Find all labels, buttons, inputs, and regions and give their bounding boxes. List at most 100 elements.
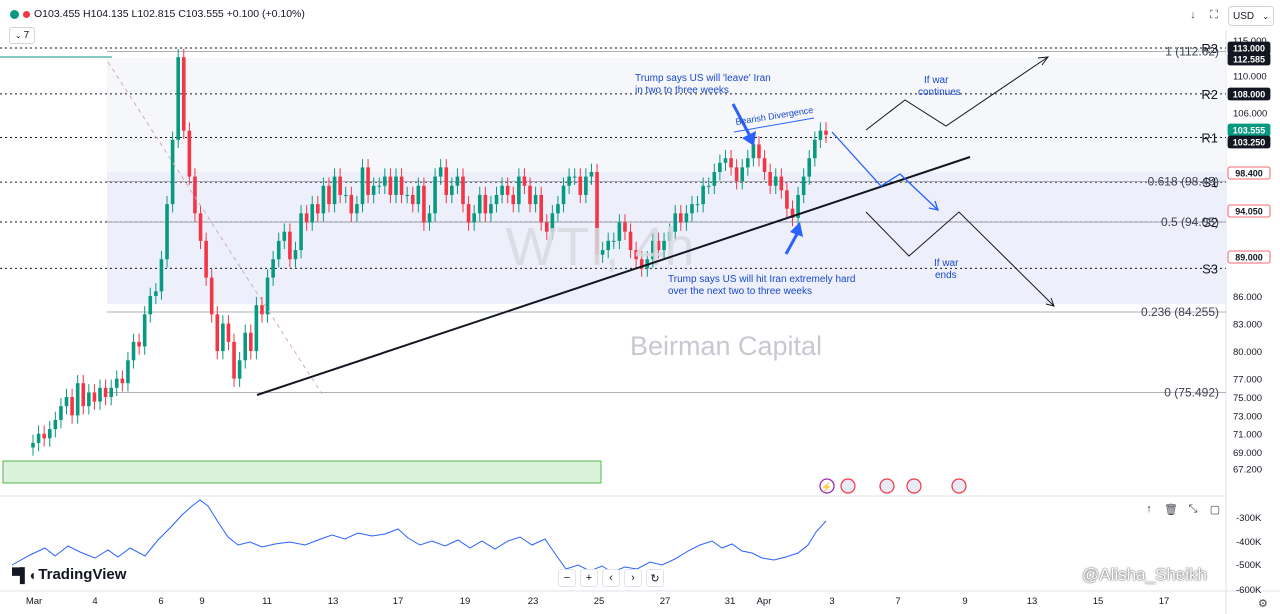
price-badge xyxy=(1227,166,1271,180)
candle-body xyxy=(734,167,739,182)
candle-body xyxy=(53,419,58,430)
annotation-leave-iran-line1: Trump says US will 'leave' Iran xyxy=(635,73,771,84)
candle-body xyxy=(148,295,153,315)
ascending-trend-line[interactable] xyxy=(256,156,971,396)
volume-tick: -300K xyxy=(1236,513,1262,524)
candle-body xyxy=(405,194,409,196)
candle-body xyxy=(511,194,516,205)
candle-body xyxy=(176,57,180,140)
blue-projection-path[interactable] xyxy=(831,131,939,211)
tradingview-logo-text: TradingView xyxy=(38,566,127,583)
scroll-left-button[interactable]: ‹ xyxy=(602,569,620,587)
symbol-watermark: WTI, 4h xyxy=(505,217,694,277)
candle-body xyxy=(477,194,482,214)
time-tick: 7 xyxy=(895,596,900,607)
price-badge-label: 98.400 xyxy=(1235,169,1263,179)
market-status-icon[interactable] xyxy=(10,9,19,19)
war-continues-path[interactable] xyxy=(865,56,1049,131)
candle-body xyxy=(98,387,102,402)
candle-body xyxy=(438,167,443,177)
price-badge xyxy=(1227,52,1271,66)
candle-body xyxy=(42,433,46,439)
us-flag-event-icon[interactable] xyxy=(879,478,895,494)
candle-body xyxy=(103,387,108,397)
war-ends-arrowhead xyxy=(1045,297,1055,307)
price-tick: 71.000 xyxy=(1233,430,1262,441)
indicator-pane-controls: ↑ 🗑 ⤡ ▢ xyxy=(1141,501,1223,517)
candle-body xyxy=(639,259,644,269)
candle-body xyxy=(282,231,287,241)
time-tick: 9 xyxy=(199,596,204,607)
candle-body xyxy=(422,185,426,223)
candle-body xyxy=(59,406,63,420)
price-badge-label: 103.555 xyxy=(1233,126,1266,136)
candle-body xyxy=(768,171,772,186)
alert-status-icon[interactable] xyxy=(23,10,30,18)
price-tick: 110.000 xyxy=(1233,72,1267,83)
currency-selector[interactable]: USD ⌄ xyxy=(1228,6,1274,26)
candle-body xyxy=(801,176,806,195)
candle-body xyxy=(221,323,225,352)
candle-body xyxy=(729,158,733,168)
annotation-war-ends-line1: If war xyxy=(934,258,959,269)
dashed-diagonal-line xyxy=(107,61,323,395)
candle-body xyxy=(299,213,303,251)
candle-body xyxy=(695,204,700,206)
candle-body xyxy=(31,442,35,448)
candle-body xyxy=(276,240,281,260)
us-flag-event-icon[interactable] xyxy=(906,478,922,494)
zoom-in-button[interactable]: + xyxy=(580,569,598,587)
us-flag-event-icon[interactable] xyxy=(951,478,967,494)
reset-chart-button[interactable]: ↻ xyxy=(646,569,664,587)
candle-body xyxy=(773,176,778,186)
candle-body xyxy=(746,158,750,168)
event-icons[interactable]: ⚡ xyxy=(819,478,967,494)
price-tick: 106.000 xyxy=(1233,108,1267,119)
candle-body xyxy=(522,176,527,186)
candle-body xyxy=(109,387,113,397)
pane-icon[interactable]: ▢ xyxy=(1209,503,1221,516)
lightning-event-icon[interactable] xyxy=(819,478,835,494)
zoom-out-button[interactable]: − xyxy=(558,569,576,587)
annotation-war-continues-line2: continues xyxy=(918,87,961,98)
candle-body xyxy=(461,176,465,205)
price-badge-label: 89.000 xyxy=(1235,253,1263,263)
scroll-right-button[interactable]: › xyxy=(624,569,642,587)
candle-body xyxy=(159,259,164,292)
candle-body xyxy=(483,194,488,214)
candle-body xyxy=(288,231,292,260)
delete-icon[interactable]: 🗑 xyxy=(1164,503,1178,516)
price-tick: 77.000 xyxy=(1233,375,1262,386)
tradingview-logo[interactable]: ▀▌◖ TradingView xyxy=(12,566,126,583)
gear-icon[interactable]: ⚙ xyxy=(1258,598,1268,610)
fib-zone-upper xyxy=(107,58,1226,172)
annotation-leave-iran-line2: in two to three weeks xyxy=(635,85,729,96)
time-tick: 6 xyxy=(158,596,163,607)
price-tick: 75.000 xyxy=(1233,393,1262,404)
fib-label: 0 (75.492) xyxy=(1164,385,1219,399)
candle-body xyxy=(237,360,242,379)
us-flag-event-icon[interactable] xyxy=(840,478,856,494)
chevron-down-icon[interactable]: ↓ xyxy=(1190,9,1196,21)
candle-body xyxy=(165,204,169,260)
volume-delta-line xyxy=(11,499,827,573)
move-up-icon[interactable]: ↑ xyxy=(1146,503,1152,515)
candle-body xyxy=(723,158,728,163)
candle-body xyxy=(70,397,74,416)
candle-body xyxy=(762,158,767,172)
candle-body xyxy=(757,144,761,159)
interval-toggle[interactable]: ⌄ 7 xyxy=(9,27,35,44)
candle-body xyxy=(321,185,326,214)
war-ends-path[interactable] xyxy=(865,211,1055,307)
candle-body xyxy=(779,176,784,191)
candle-body xyxy=(304,213,309,223)
fullscreen-icon[interactable]: ⛶ xyxy=(1210,8,1218,21)
time-tick: 17 xyxy=(1159,596,1170,607)
candle-body xyxy=(472,213,476,223)
chart-navigation: − + ‹ › ↻ xyxy=(558,569,664,587)
candle-body xyxy=(433,176,437,214)
candle-body xyxy=(120,378,125,384)
maximize-icon[interactable]: ⤡ xyxy=(1188,502,1198,515)
price-tick: 69.000 xyxy=(1233,448,1262,459)
